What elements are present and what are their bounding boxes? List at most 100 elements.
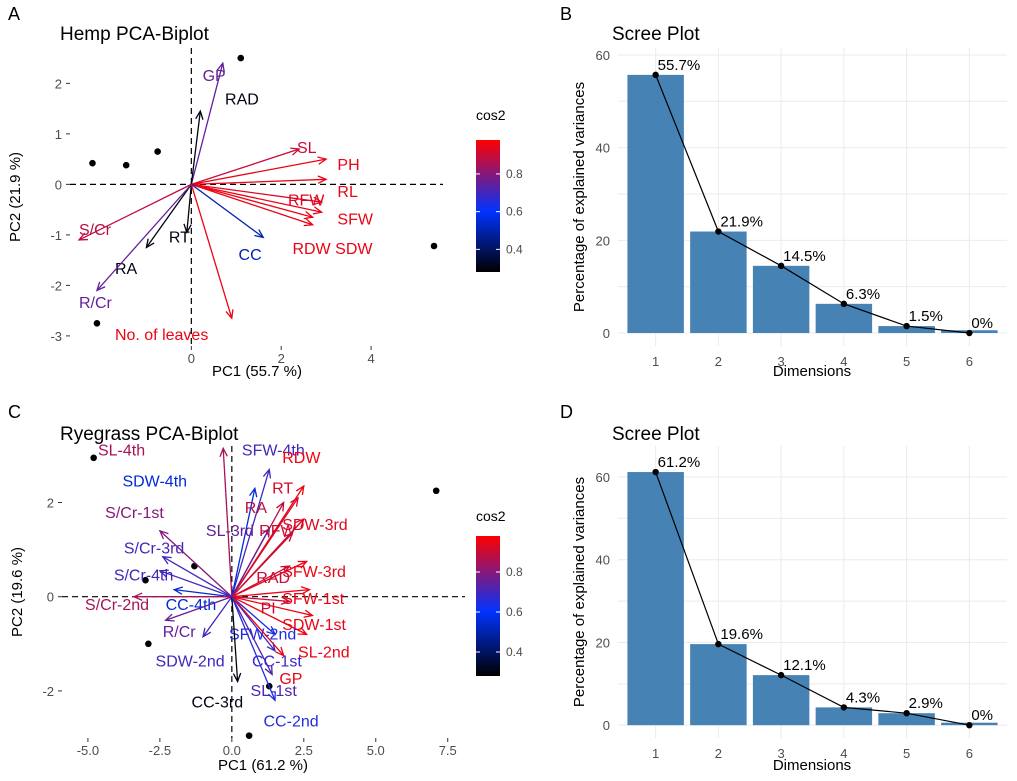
x-tick-label: 5 (903, 746, 910, 761)
bar-value-label: 1.5% (909, 308, 943, 325)
x-tick-label: 0.0 (223, 743, 241, 758)
x-axis-label: PC1 (55.7 %) (212, 363, 302, 380)
scree-point (715, 228, 722, 235)
y-tick-label: 60 (596, 470, 610, 485)
panel-letter: A (8, 4, 20, 24)
individual-point (89, 159, 96, 167)
variable-label: RT (272, 480, 293, 497)
variable-label: No. of leaves (115, 327, 208, 344)
x-tick-label: 4 (367, 351, 374, 366)
y-tick-label: 0 (47, 590, 54, 605)
individual-point (93, 319, 101, 327)
loading-arrowhead (303, 211, 315, 220)
loading-arrow (159, 570, 233, 598)
x-tick-label: -2.5 (149, 743, 171, 758)
bar-value-label: 14.5% (783, 248, 826, 265)
bar-value-label: 4.3% (846, 689, 880, 706)
legend-tick-label: 0.6 (506, 605, 523, 619)
plot-title: Ryegrass PCA-Biplot (60, 424, 239, 445)
x-tick-label: 5 (903, 354, 910, 369)
variable-label: RA (115, 261, 138, 278)
variable-label: S/Cr-1st (105, 505, 164, 522)
x-tick-label: 3 (778, 746, 785, 761)
loading-arrow (145, 183, 192, 248)
individual-point (430, 242, 438, 250)
legend-tick-label: 0.6 (506, 205, 523, 219)
loading-arrow (159, 530, 233, 598)
loading-arrowhead (297, 627, 309, 636)
loading-arrow (162, 556, 233, 598)
scree-line (655, 471, 970, 726)
variable-label: RDW (292, 241, 331, 258)
loading-arrowhead (303, 609, 314, 618)
bar-value-label: 19.6% (720, 626, 763, 643)
loading-arrow (190, 62, 224, 185)
loading-arrow (231, 596, 276, 701)
variable-label: SDW (335, 241, 373, 258)
variable-label: RA (245, 500, 268, 517)
x-tick-label: -5.0 (77, 743, 99, 758)
x-tick-label: 3 (778, 354, 785, 369)
loading-arrowhead (216, 61, 225, 73)
loading-arrowhead (158, 569, 169, 578)
y-tick-label: 0 (55, 177, 62, 192)
loading-arrowhead (295, 517, 305, 528)
x-tick-label: 4 (840, 746, 847, 761)
variable-label: SL (297, 140, 317, 157)
bar-value-label: 21.9% (720, 214, 763, 231)
loading-arrowhead (317, 175, 328, 184)
y-tick-label: -3 (50, 329, 62, 344)
loading-arrowhead (232, 672, 242, 684)
x-axis-label: Dimensions (773, 363, 851, 380)
variable-label: R/Cr (79, 295, 113, 312)
loading-arrow (191, 183, 322, 203)
scree-point (966, 329, 973, 337)
loading-arrowhead (283, 531, 294, 542)
loading-arrow (202, 596, 233, 638)
variable-label: CC-4th (166, 597, 217, 614)
loading-arrowhead (195, 109, 204, 120)
scree-point (652, 71, 659, 79)
loading-arrowhead (161, 555, 172, 565)
loading-arrowhead (295, 484, 305, 496)
loading-arrowhead (95, 281, 106, 292)
variable-label: S/Cr (79, 222, 112, 239)
loading-arrowhead (164, 613, 175, 622)
loading-arrow (191, 158, 327, 186)
plot-title: Hemp PCA-Biplot (60, 24, 210, 45)
panel-c-biplot: C Ryegrass PCA-Biplot -5.0 -2.5 0.0 2.5 5.0 7.5… (8, 402, 523, 774)
variable-label: RFW (259, 523, 296, 540)
bar (752, 675, 810, 726)
variable-label: CC-3rd (192, 695, 244, 712)
loading-arrow (231, 488, 256, 597)
bar (878, 326, 935, 334)
loading-arrow (231, 596, 276, 635)
variable-label: SFW-3rd (282, 564, 346, 581)
plot-title: Scree Plot (612, 24, 700, 45)
variable-label: CC-2nd (264, 714, 319, 731)
y-tick-label: 0 (603, 326, 610, 341)
legend-title: cos2 (476, 107, 506, 123)
scree-point (652, 468, 659, 476)
loading-arrow (231, 596, 273, 675)
loading-arrowhead (290, 147, 301, 156)
y-tick-label: 40 (596, 553, 610, 568)
bar-value-label: 55.7% (658, 57, 701, 74)
x-tick-label: 2.5 (295, 743, 313, 758)
loading-arrowhead (262, 468, 272, 479)
loading-arrowhead (312, 206, 324, 215)
loading-arrowhead (225, 309, 234, 320)
variable-label: RFW (288, 193, 325, 210)
legend-tick-label: 0.8 (506, 167, 523, 181)
x-tick-label: 6 (966, 746, 973, 761)
y-axis-label: Percentage of explained variances (571, 477, 588, 707)
loading-arrow (191, 183, 322, 213)
x-tick-label: 1 (652, 354, 659, 369)
variable-label: SL-2nd (298, 644, 350, 661)
variable-label: RAD (256, 570, 290, 587)
loading-arrowhead (280, 596, 291, 606)
loading-arrowhead (249, 486, 258, 498)
bar (815, 707, 873, 726)
bar-value-label: 61.2% (658, 454, 701, 471)
loading-arrow (165, 596, 233, 621)
